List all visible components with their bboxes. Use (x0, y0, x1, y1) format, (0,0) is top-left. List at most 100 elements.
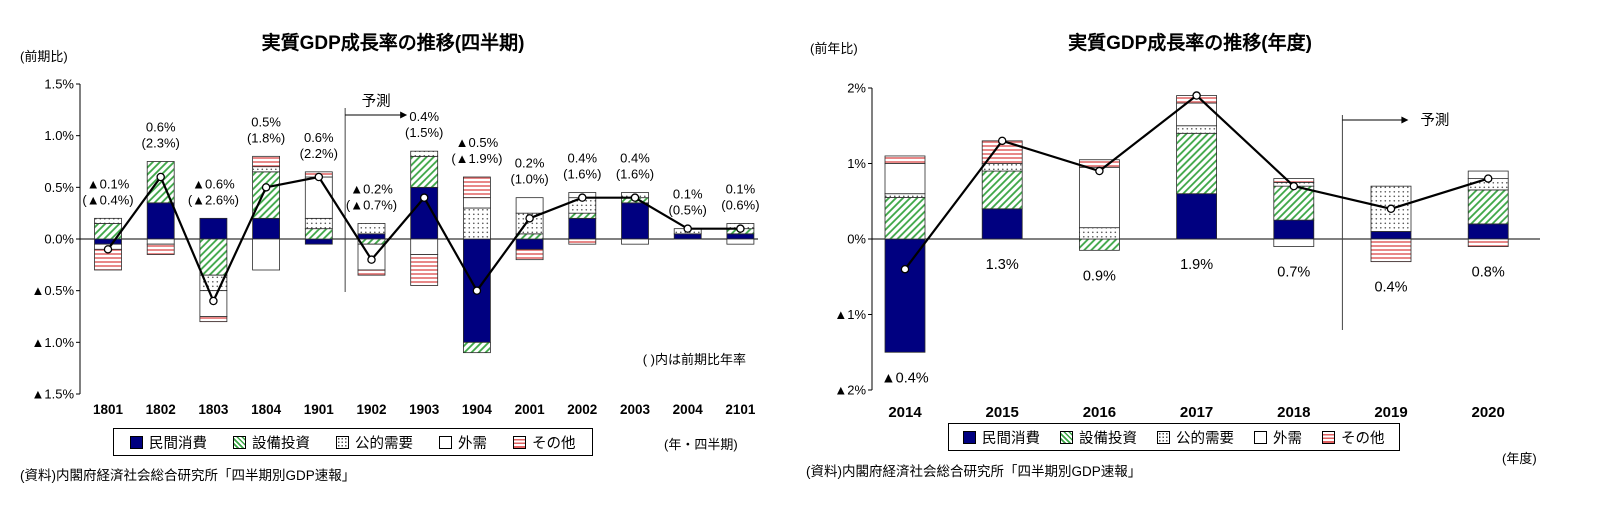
line-marker (736, 224, 745, 233)
legend-item-capital-investment: 設備投資 (1060, 427, 1137, 448)
bar-segment (304, 176, 333, 219)
data-label: (▲0.7%) (346, 198, 397, 213)
line-marker (1483, 174, 1493, 183)
data-label: (▲2.6%) (188, 192, 239, 207)
bar-segment (515, 248, 544, 261)
bar-segment (252, 238, 281, 271)
bar-segment (199, 217, 228, 240)
bar-segment (568, 238, 597, 245)
data-label: 0.6% (304, 130, 334, 145)
data-label: ▲0.1% (87, 176, 130, 191)
y-tick-label: 0.5% (44, 180, 74, 195)
x-category-label: 2004 (673, 402, 704, 417)
data-label: 0.4% (620, 151, 650, 166)
y-tick-label: 0% (847, 232, 866, 247)
x-category-label: 1802 (146, 402, 176, 417)
bar-segment (884, 163, 926, 195)
legend-annual: 民間消費 設備投資 公的需要 外需 その他 (948, 423, 1400, 451)
bar-segment (146, 202, 175, 240)
bar-segment (1273, 185, 1315, 221)
bar-segment (726, 233, 755, 240)
x-category-label: 2101 (725, 402, 756, 417)
source-note-annual: (資料)内閣府経済社会総合研究所「四半期別GDP速報」 (806, 464, 1142, 479)
bar-segment (1078, 166, 1120, 229)
data-label: 0.4% (409, 109, 439, 124)
legend-item-public-demand: 公的需要 (336, 432, 413, 453)
bar-segment (410, 150, 439, 157)
legend-item-others: その他 (513, 432, 576, 453)
data-label: ▲0.4% (881, 370, 929, 386)
legend-item-private-consumption: 民間消費 (130, 432, 207, 453)
y-tick-label: ▲2% (834, 383, 866, 398)
chart-title-annual: 実質GDP成長率の推移(年度) (1068, 33, 1312, 54)
bar-segment (726, 238, 755, 245)
data-label: 0.1% (673, 187, 703, 202)
bar-segment (357, 223, 386, 235)
capital-investment-swatch (1060, 430, 1073, 444)
line-marker (367, 255, 376, 264)
bar-segment (462, 197, 491, 209)
line-marker (578, 193, 587, 202)
bar-segment (94, 238, 122, 245)
line-marker (314, 172, 324, 182)
bar-segment (304, 238, 333, 245)
bar-segment (252, 217, 281, 240)
legend-item-public-demand: 公的需要 (1157, 427, 1234, 448)
line-marker (419, 193, 429, 202)
line-marker (900, 264, 910, 274)
y-tick-label: 1.0% (44, 128, 74, 143)
bar-segment (884, 155, 926, 164)
legend-label: 公的需要 (355, 435, 413, 452)
x-category-label: 2003 (620, 402, 651, 417)
bar-segment (1273, 178, 1315, 183)
x-category-label: 1902 (356, 402, 386, 417)
data-label: (0.5%) (669, 203, 707, 218)
bar-segment (252, 171, 281, 219)
line-marker (472, 286, 482, 295)
legend-item-external-demand: 外需 (439, 432, 487, 453)
data-label: 0.5% (251, 114, 281, 129)
chart-title-quarterly: 実質GDP成長率の推移(四半期) (261, 33, 525, 54)
data-label: 0.4% (567, 151, 597, 166)
x-category-label: 1901 (304, 402, 335, 417)
x-category-label: 2002 (567, 402, 597, 417)
x-category-label: 1903 (409, 402, 440, 417)
data-label: ▲0.5% (456, 135, 499, 150)
legend-label: 設備投資 (252, 435, 310, 452)
x-category-label: 2001 (515, 402, 546, 417)
bar-segment (515, 238, 544, 250)
others-swatch (1322, 430, 1335, 444)
bar-segment (1467, 189, 1509, 225)
x-axis-unit-annual: (年度) (1502, 451, 1537, 466)
bar-segment (1370, 238, 1412, 263)
data-label: (1.6%) (563, 167, 601, 182)
bar-segment (1370, 231, 1412, 240)
bar-segment (621, 238, 649, 245)
bar-segment (199, 316, 228, 323)
x-category-label: 2015 (986, 404, 1019, 421)
line-marker (1192, 91, 1201, 100)
data-label: (2.2%) (300, 146, 338, 161)
x-category-label: 2020 (1472, 404, 1505, 421)
bar-segment (884, 193, 926, 198)
data-label: 1.3% (986, 257, 1019, 273)
external-demand-swatch (1254, 430, 1267, 444)
data-label: 0.4% (1374, 280, 1407, 296)
bar-segment (884, 197, 926, 240)
bar-segment (462, 207, 491, 240)
y-tick-label: ▲0.5% (32, 283, 75, 298)
line-marker (261, 183, 271, 192)
legend-quarterly: 民間消費 設備投資 公的需要 外需 その他 (113, 428, 593, 456)
legend-label: その他 (1341, 430, 1385, 447)
y-axis-unit-quarterly: (前期比) (20, 49, 68, 64)
x-category-label: 2014 (888, 404, 922, 421)
data-label: (1.8%) (247, 130, 285, 145)
y-tick-label: 1% (847, 156, 866, 171)
annualized-note: ( )内は前期比年率 (643, 352, 746, 367)
bar-segment (252, 155, 281, 168)
y-tick-label: 2% (847, 81, 866, 96)
y-axis-unit-annual: (前年比) (810, 41, 858, 56)
bar-segment (357, 233, 386, 240)
line-marker (1386, 204, 1396, 214)
